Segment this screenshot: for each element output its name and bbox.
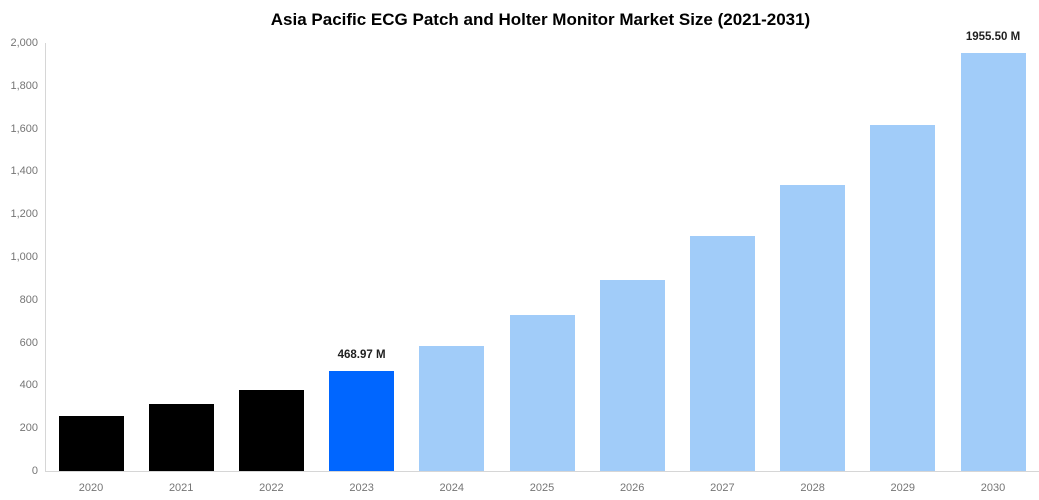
bar-value-label-2023: 468.97 M bbox=[337, 348, 386, 361]
y-tick-label: 200 bbox=[19, 422, 38, 435]
bar-2027 bbox=[689, 236, 755, 471]
chart-title: Asia Pacific ECG Patch and Holter Monito… bbox=[270, 10, 811, 29]
bar-2026 bbox=[599, 280, 665, 471]
x-tick-label-2026: 2026 bbox=[619, 482, 645, 494]
y-axis-line bbox=[45, 43, 46, 472]
x-tick-label-2022: 2022 bbox=[259, 482, 284, 494]
x-tick-label-2025: 2025 bbox=[529, 482, 555, 494]
y-tick-label: 800 bbox=[19, 293, 38, 306]
bar-2021 bbox=[148, 404, 214, 471]
bar-value-label-2030: 1955.50 M bbox=[965, 30, 1021, 43]
y-tick-label: 0 bbox=[31, 465, 38, 477]
x-axis-line bbox=[45, 471, 1039, 472]
bar-2023 bbox=[329, 370, 395, 471]
bar-2030 bbox=[960, 52, 1026, 471]
x-tick-label-2029: 2029 bbox=[890, 482, 916, 494]
y-tick-label: 600 bbox=[19, 336, 38, 349]
y-tick-label: 1,400 bbox=[10, 165, 38, 178]
y-tick-label: 1,600 bbox=[10, 122, 38, 135]
bar-2020 bbox=[58, 415, 124, 471]
y-tick-label: 1,000 bbox=[10, 251, 38, 263]
x-tick-label-2021: 2021 bbox=[168, 482, 194, 494]
x-tick-label-2030: 2030 bbox=[980, 482, 1006, 494]
x-tick-label-2020: 2020 bbox=[78, 482, 104, 494]
y-tick-label: 1,800 bbox=[10, 79, 38, 92]
x-tick-label-2028: 2028 bbox=[800, 482, 825, 494]
bar-2028 bbox=[780, 185, 846, 471]
x-tick-label-2023: 2023 bbox=[349, 482, 374, 494]
y-tick-label: 1,200 bbox=[10, 208, 38, 221]
bar-2024 bbox=[419, 345, 485, 471]
y-tick-label: 2,000 bbox=[10, 37, 38, 49]
x-tick-label-2024: 2024 bbox=[439, 482, 465, 494]
bar-2025 bbox=[509, 315, 575, 471]
x-tick-label-2027: 2027 bbox=[710, 482, 735, 494]
bar-2022 bbox=[238, 389, 304, 471]
bar-2029 bbox=[870, 125, 936, 471]
y-tick-label: 400 bbox=[19, 379, 38, 392]
